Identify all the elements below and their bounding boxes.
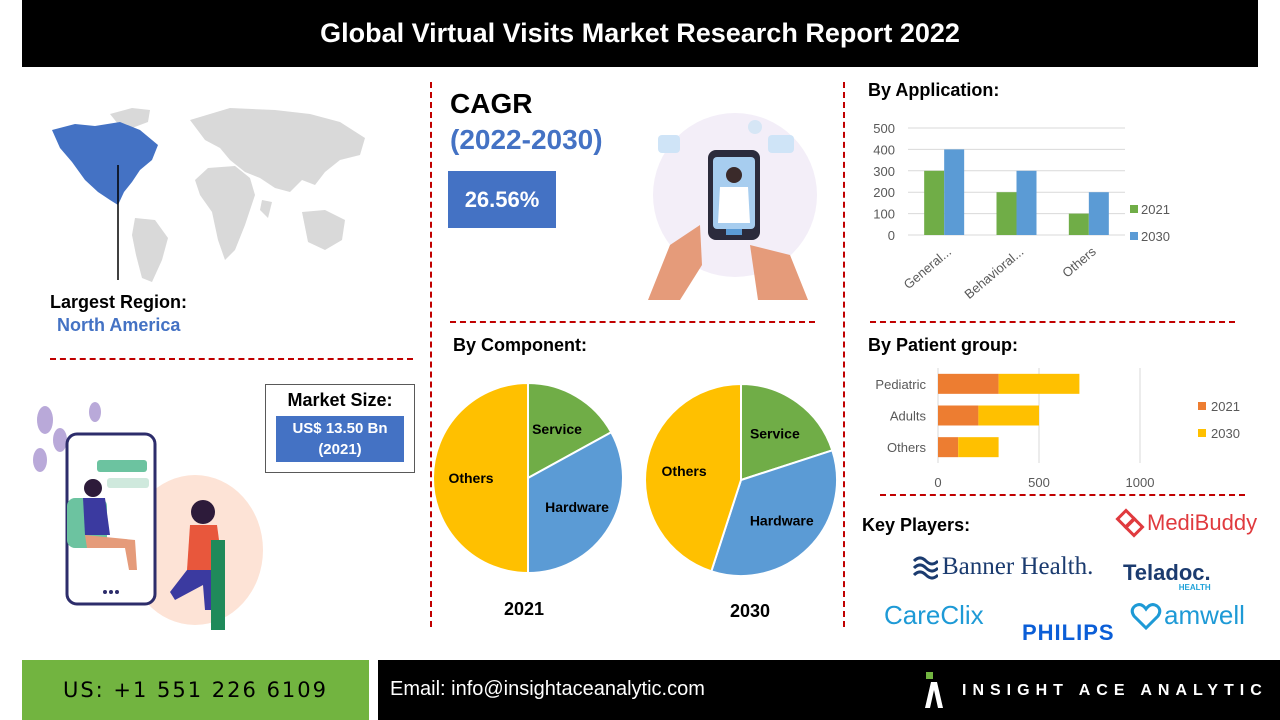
pie-slice-others: [644, 382, 742, 573]
banner-wave-icon: [912, 556, 938, 580]
banner-health-logo: Banner Health.: [912, 553, 1093, 581]
market-size-box: Market Size: US$ 13.50 Bn (2021): [265, 384, 415, 473]
patient-bar-2021: [938, 373, 999, 394]
pie-slice-label: Hardware: [545, 499, 609, 515]
pie-slice-hardware: [710, 449, 838, 577]
cagr-value: 26.56%: [448, 171, 556, 228]
footer-email: Email: info@insightaceanalytic.com: [390, 678, 705, 700]
doctor-phone-illustration: [648, 113, 817, 300]
patient-legend-label: 2030: [1211, 426, 1240, 441]
app-bar-2021: [924, 170, 945, 235]
patient-category-label: Pediatric: [875, 377, 926, 392]
component-pie-charts: Service Hardware Others 2021 Service Hardware…: [432, 381, 838, 621]
pie-slice-others: [432, 381, 529, 575]
medibuddy-logo: MediBuddy: [1115, 508, 1257, 538]
patient-category-label: Adults: [890, 409, 927, 424]
market-size-year: (2021): [318, 441, 362, 458]
teladoc-logo: Teladoc. HEALTH: [1123, 560, 1211, 592]
app-ytick-label: 200: [873, 185, 895, 200]
north-america-region: [52, 122, 158, 205]
philips-logo: PHILIPS: [1022, 620, 1115, 645]
pie-slice-label: Hardware: [750, 513, 814, 529]
patient-group-bar-chart: 0 500 1000 Pediatric Adults Others 2021 2030: [875, 368, 1240, 490]
patient-bar-2021: [938, 405, 979, 426]
banner-health-text: Banner Health.: [942, 553, 1094, 580]
market-size-value: US$ 13.50 Bn (2021): [276, 416, 404, 462]
patient-category-label: Others: [887, 440, 927, 455]
row-divider-right-bottom: [880, 494, 1245, 496]
telehealth-illustration: [33, 402, 263, 630]
careclix-logo: CareClix: [884, 600, 984, 630]
amwell-heart-icon: [1130, 602, 1162, 630]
largest-region-value: North America: [57, 315, 181, 335]
patient-xtick-label: 500: [1028, 475, 1050, 490]
app-bar-2030: [1088, 192, 1109, 235]
row-divider-left: [50, 358, 413, 360]
insightace-logo-icon: [925, 672, 943, 708]
world-map: [52, 108, 365, 282]
app-category-label: Behavioral...: [961, 244, 1026, 302]
patient-legend-swatch: [1198, 429, 1206, 437]
medibuddy-text: MediBuddy: [1147, 510, 1258, 535]
key-players-heading: Key Players:: [862, 515, 971, 535]
pie-slice-label: Service: [750, 425, 800, 441]
footer-phone: US: +1 551 226 6109: [22, 660, 369, 720]
application-bar-chart: 0 100 200 300 400 500 General... Behavioral... O…: [873, 121, 1170, 302]
patient-bar-2030: [998, 373, 1080, 394]
amwell-text: amwell: [1164, 600, 1245, 630]
pie-slice-service: [740, 382, 834, 482]
app-legend-label: 2021: [1141, 202, 1170, 217]
footer-bar: Email: info@insightaceanalytic.com INSIG…: [378, 660, 1280, 720]
app-category-label: General...: [901, 244, 954, 292]
app-bar-2030: [1016, 170, 1037, 235]
cagr-label: CAGR: [450, 88, 533, 119]
app-ytick-label: 400: [873, 142, 895, 157]
pie-slice-label: Service: [532, 421, 582, 437]
patient-legend-label: 2021: [1211, 399, 1240, 414]
cagr-period: (2022-2030): [450, 124, 603, 155]
pie-year-label: 2030: [730, 601, 770, 621]
pie-slice-label: Others: [448, 470, 493, 486]
market-size-amount: US$ 13.50 Bn: [292, 420, 388, 437]
footer-brand: INSIGHT ACE ANALYTIC: [962, 682, 1268, 699]
row-divider-right-top: [870, 321, 1235, 323]
app-bar-2021: [996, 192, 1017, 235]
row-divider-middle: [450, 321, 815, 323]
app-bar-2030: [944, 149, 965, 235]
patient-xtick-label: 0: [934, 475, 941, 490]
component-heading: By Component:: [453, 335, 587, 355]
patient-legend-swatch: [1198, 402, 1206, 410]
teladoc-subtext: HEALTH: [1178, 583, 1211, 592]
app-ytick-label: 0: [888, 228, 895, 243]
patient-bar-2030: [978, 405, 1039, 426]
pie-slice-label: Others: [662, 463, 707, 479]
app-legend-swatch: [1130, 205, 1138, 213]
pie-slice-hardware: [527, 430, 624, 575]
app-legend-label: 2030: [1141, 229, 1170, 244]
report-title: Global Virtual Visits Market Research Re…: [22, 0, 1258, 67]
column-divider-left: [430, 82, 432, 627]
patient-bar-2021: [938, 437, 959, 458]
patient-bar-2030: [958, 437, 999, 458]
largest-region-label: Largest Region:: [50, 292, 188, 312]
app-ytick-label: 500: [873, 121, 895, 136]
column-divider-right: [843, 82, 845, 627]
pie-slice-service: [527, 381, 613, 480]
amwell-logo: amwell: [1130, 600, 1245, 631]
market-size-label: Market Size:: [287, 390, 393, 410]
patient-xtick-label: 1000: [1126, 475, 1155, 490]
pie-year-label: 2021: [504, 599, 544, 619]
application-heading: By Application:: [868, 80, 1000, 100]
teladoc-text: Teladoc.: [1123, 560, 1211, 585]
app-ytick-label: 100: [873, 207, 895, 222]
app-bar-2021: [1068, 213, 1089, 235]
patient-group-heading: By Patient group:: [868, 335, 1019, 355]
medibuddy-icon: [1115, 508, 1145, 538]
app-ytick-label: 300: [873, 164, 895, 179]
app-category-label: Others: [1059, 243, 1099, 280]
app-legend-swatch: [1130, 232, 1138, 240]
